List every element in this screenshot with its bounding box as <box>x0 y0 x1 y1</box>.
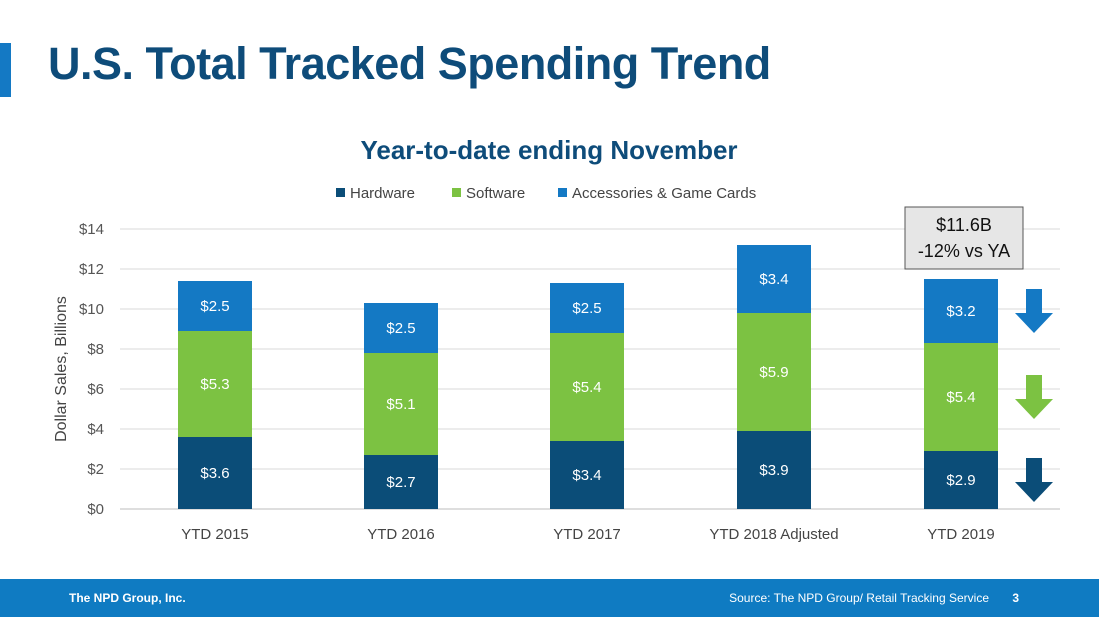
bar-value-label: $3.4 <box>759 271 788 288</box>
y-tick-label: $4 <box>87 421 104 438</box>
y-tick-label: $6 <box>87 381 104 398</box>
bar-value-label: $2.5 <box>386 320 415 337</box>
footer-bar: The NPD Group, Inc. Source: The NPD Grou… <box>0 579 1099 617</box>
bar-segment <box>737 245 811 313</box>
down-arrow-icon <box>1015 375 1053 419</box>
y-axis-label: Dollar Sales, Billions <box>53 296 70 442</box>
bar-value-label: $3.4 <box>572 467 601 484</box>
stacked-bar-chart: Year-to-date ending November Hardware Soft… <box>53 135 1060 543</box>
bar-segment <box>178 331 252 437</box>
chart-title: Year-to-date ending November <box>360 135 737 165</box>
down-arrow-icon <box>1015 289 1053 333</box>
x-tick-label: YTD 2019 <box>927 526 995 543</box>
bar-value-label: $5.1 <box>386 396 415 413</box>
bar-value-label: $2.9 <box>946 472 975 489</box>
bar-value-label: $2.5 <box>200 298 229 315</box>
bar-segment <box>178 437 252 509</box>
x-tick-label: YTD 2016 <box>367 526 435 543</box>
bar-segment <box>737 313 811 431</box>
y-tick-label: $8 <box>87 341 104 358</box>
y-tick-label: $0 <box>87 501 104 518</box>
y-tick-label: $14 <box>79 221 104 238</box>
legend-label-3: Accessories & Game Cards <box>572 185 756 202</box>
bar-value-label: $5.4 <box>572 379 601 396</box>
legend-swatch-1 <box>336 188 345 197</box>
bar-segment <box>364 353 438 455</box>
bar-segment <box>364 303 438 353</box>
y-tick-label: $10 <box>79 301 104 318</box>
bar-segment <box>550 333 624 441</box>
bar-segment <box>924 279 998 343</box>
bar-value-label: $5.9 <box>759 364 788 381</box>
annotation-line-2: -12% vs YA <box>918 241 1010 261</box>
annotation-line-1: $11.6B <box>936 215 992 235</box>
bar-value-label: $3.6 <box>200 465 229 482</box>
bar-segment <box>550 283 624 333</box>
bar-value-label: $2.7 <box>386 474 415 491</box>
legend-swatch-2 <box>452 188 461 197</box>
bar-value-label: $5.3 <box>200 376 229 393</box>
legend-label-2: Software <box>466 185 525 202</box>
footer-source: Source: The NPD Group/ Retail Tracking S… <box>729 591 989 605</box>
bar-segment <box>924 343 998 451</box>
footer-company: The NPD Group, Inc. <box>69 591 186 605</box>
y-tick-label: $12 <box>79 261 104 278</box>
bar-value-label: $2.5 <box>572 300 601 317</box>
bar-segment <box>178 281 252 331</box>
legend-label-1: Hardware <box>350 185 415 202</box>
bar-value-label: $5.4 <box>946 389 975 406</box>
bar-segment <box>550 441 624 509</box>
page-number: 3 <box>1012 591 1019 605</box>
bar-segment <box>737 431 811 509</box>
y-tick-label: $2 <box>87 461 104 478</box>
bar-value-label: $3.2 <box>946 303 975 320</box>
x-tick-label: YTD 2015 <box>181 526 249 543</box>
legend-swatch-3 <box>558 188 567 197</box>
annotation-box <box>904 206 1024 270</box>
bar-value-label: $3.9 <box>759 462 788 479</box>
down-arrow-icon <box>1015 458 1053 502</box>
x-tick-label: YTD 2018 Adjusted <box>709 526 838 543</box>
x-tick-label: YTD 2017 <box>553 526 621 543</box>
title-accent-bar <box>0 43 11 97</box>
bar-segment <box>364 455 438 509</box>
slide-title: U.S. Total Tracked Spending Trend <box>48 38 771 89</box>
bar-segment <box>924 451 998 509</box>
